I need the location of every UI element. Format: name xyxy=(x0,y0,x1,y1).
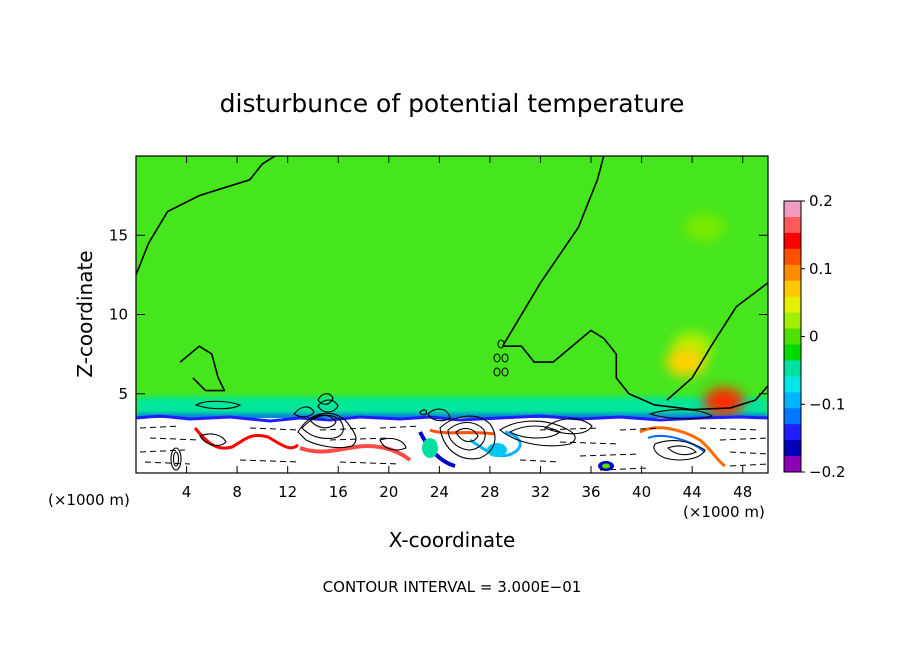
colorbar-swatch xyxy=(784,344,801,361)
colorbar-swatch xyxy=(784,360,801,377)
colorbar-swatch xyxy=(784,392,801,409)
contour-line-3 xyxy=(666,282,768,401)
colorbar-swatch xyxy=(784,216,801,234)
x-tick-label: 48 xyxy=(733,483,752,501)
colorbar-swatch xyxy=(784,440,801,457)
contour-line-2 xyxy=(502,329,768,411)
x-tick-label: 28 xyxy=(480,483,499,501)
field-blob-3 xyxy=(665,347,707,377)
colorbar-swatch xyxy=(784,312,801,330)
interface-contours xyxy=(194,399,714,422)
y-tick-label: 5 xyxy=(118,385,128,403)
x-tick-label: 32 xyxy=(531,483,550,501)
colorbar-tick-label: 0.1 xyxy=(809,260,833,278)
zero-contours xyxy=(136,156,768,411)
colorbar-tick-label: −0.1 xyxy=(809,395,845,413)
y-axis: 5 10 15 xyxy=(109,226,768,403)
field-band-1 xyxy=(136,414,768,421)
x-tick-label: 20 xyxy=(379,483,398,501)
chart-title: disturbunce of potential temperature xyxy=(220,89,685,118)
colorbar-swatch xyxy=(784,264,801,282)
colorbar: 0.2 0.1 0 −0.1 −0.2 xyxy=(783,192,845,481)
x-tick-label: 36 xyxy=(581,483,600,501)
field-features xyxy=(136,213,768,421)
y-axis-label: Z-coordinate xyxy=(73,250,97,377)
colorbar-swatch xyxy=(784,248,801,266)
colorbar-swatch xyxy=(784,280,801,298)
x-tick-label: 40 xyxy=(632,483,651,501)
colorbar-tick-label: 0 xyxy=(809,328,819,346)
lower-turbulent-layer xyxy=(136,393,768,473)
colorbar-swatch xyxy=(784,424,801,441)
x-axis: 4 8 12 16 20 24 28 32 36 40 44 48 xyxy=(182,156,752,501)
y-tick-label: 15 xyxy=(109,226,128,244)
x-tick-label: 4 xyxy=(182,483,192,501)
contour-interval-note: CONTOUR INTERVAL = 3.000E−01 xyxy=(323,578,582,596)
x-tick-label: 44 xyxy=(683,483,702,501)
contour-line-1 xyxy=(501,156,605,347)
x-tick-label: 12 xyxy=(278,483,297,501)
colorbar-tick-label: 0.2 xyxy=(809,192,833,210)
colorbar-swatch xyxy=(784,201,801,218)
x-unit-label-right: (×1000 m) xyxy=(683,503,765,521)
y-tick-label: 10 xyxy=(109,306,128,324)
colorbar-swatch xyxy=(784,296,801,314)
field-band-0 xyxy=(136,396,768,418)
colorbar-swatch xyxy=(784,408,801,425)
plot-area xyxy=(136,156,768,473)
colorbar-swatch xyxy=(784,232,801,250)
contour-line-0 xyxy=(136,156,276,276)
field-blob-5 xyxy=(684,213,726,242)
x-tick-label: 24 xyxy=(430,483,449,501)
x-unit-label-left: (×1000 m) xyxy=(48,491,130,509)
dashed-contour-labels xyxy=(493,339,509,377)
x-axis-label: X-coordinate xyxy=(389,528,516,552)
colorbar-swatch xyxy=(784,328,801,345)
field-blob-4 xyxy=(703,387,744,416)
colorbar-tick-label: −0.2 xyxy=(809,463,845,481)
colorbar-swatch xyxy=(784,456,801,473)
colorbar-swatch xyxy=(784,376,801,393)
x-tick-label: 8 xyxy=(232,483,242,501)
x-tick-label: 16 xyxy=(329,483,348,501)
contour-line-4 xyxy=(179,345,226,392)
